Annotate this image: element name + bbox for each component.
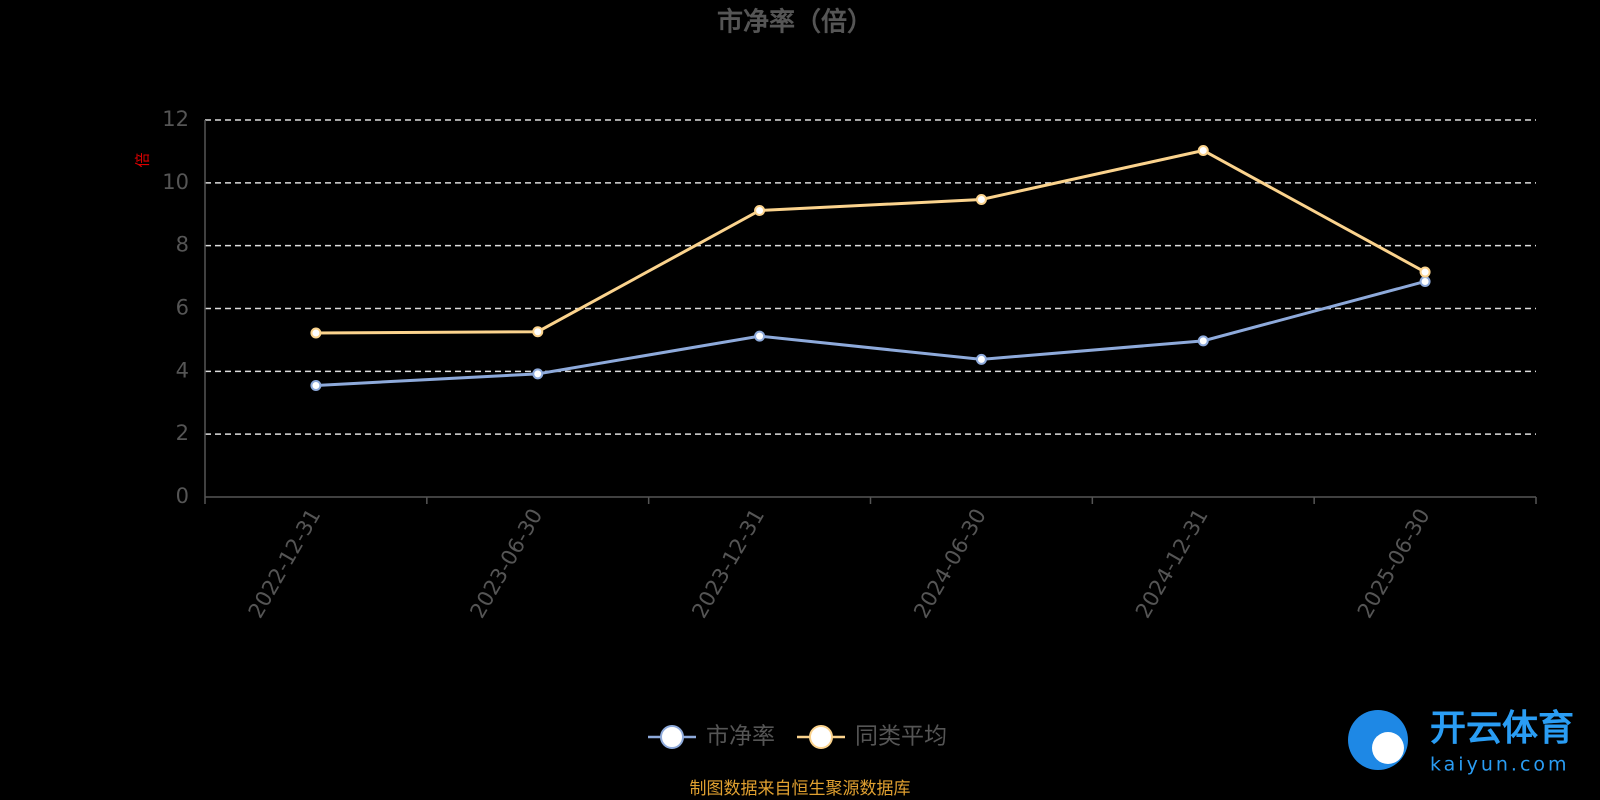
data-point	[1419, 275, 1431, 287]
y-tick-label: 4	[176, 358, 189, 382]
data-point	[975, 193, 987, 205]
legend-label: 同类平均	[855, 724, 947, 750]
x-tick-label: 2022-12-31	[244, 505, 326, 623]
series-line	[315, 280, 1426, 387]
x-tick-label: 2023-12-31	[687, 505, 769, 623]
watermark: 开云体育 kaiyun.com	[1348, 708, 1574, 776]
source-note: 制图数据来自恒生聚源数据库	[690, 779, 911, 799]
x-tick-label: 2024-12-31	[1131, 505, 1213, 623]
y-tick-label: 12	[162, 107, 189, 131]
y-axis-label: 倍	[134, 152, 152, 167]
x-tick-label: 2023-06-30	[465, 505, 547, 623]
data-point	[1419, 266, 1431, 278]
data-point	[1197, 144, 1209, 156]
data-point	[310, 379, 322, 391]
watermark-ball	[1372, 732, 1404, 764]
legend-label: 市净率	[706, 724, 775, 750]
y-tick-label: 8	[176, 233, 189, 257]
data-point	[532, 326, 544, 338]
series-line	[315, 148, 1426, 335]
data-point	[754, 204, 766, 216]
data-point	[532, 368, 544, 380]
data-point	[1197, 335, 1209, 347]
y-tick-label: 0	[176, 484, 189, 508]
legend-marker	[809, 725, 833, 749]
y-tick-label: 6	[176, 296, 189, 320]
y-tick-label: 2	[176, 421, 189, 445]
watermark-name: 开云体育	[1430, 708, 1574, 749]
data-point	[975, 353, 987, 365]
data-point	[310, 327, 322, 339]
data-point	[754, 330, 766, 342]
x-tick-label: 2025-06-30	[1353, 505, 1435, 623]
y-tick-label: 10	[162, 170, 189, 194]
x-tick-label: 2024-06-30	[909, 505, 991, 623]
legend-marker	[660, 725, 684, 749]
chart-title: 市净率（倍）	[717, 7, 873, 38]
watermark-url: kaiyun.com	[1430, 754, 1570, 776]
